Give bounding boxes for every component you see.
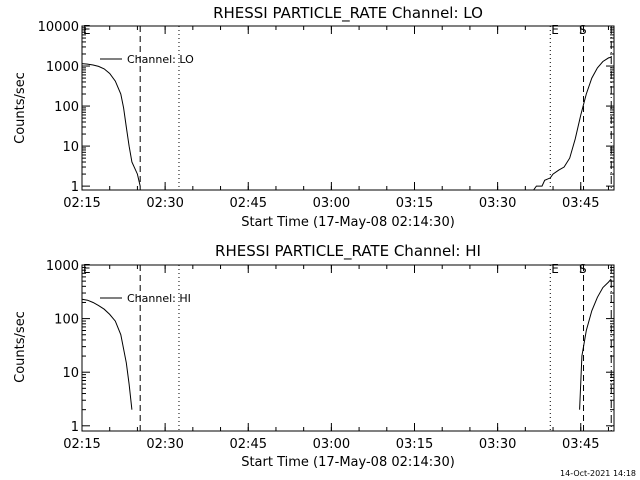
hi-legend-label: Channel: HI [127, 292, 191, 305]
lo-xtick-label: 02:15 [63, 196, 100, 211]
hi-ytick-label: 1 [71, 420, 79, 435]
hi-xtick-label: 03:30 [479, 437, 516, 452]
lo-xtick-label: 03:45 [562, 196, 599, 211]
hi-channel-panel: RHESSI PARTICLE_RATE Channel: HI Counts/… [13, 242, 615, 470]
hi-xtick-label: 03:15 [396, 437, 433, 452]
lo-xtick-label: 02:45 [230, 196, 267, 211]
lo-legend-label: Channel: LO [127, 53, 194, 66]
hi-y-axis-label: Counts/sec [13, 311, 28, 383]
hi-xtick-label: 03:00 [313, 437, 350, 452]
lo-event-marker: S [579, 23, 587, 37]
lo-xtick-label: 03:30 [479, 196, 516, 211]
lo-event-marker: E [83, 23, 91, 37]
lo-plot-frame [81, 25, 615, 191]
lo-y-axis-label: Counts/sec [13, 72, 28, 144]
lo-ytick-label: 100 [54, 100, 79, 115]
hi-xtick-label: 02:45 [230, 437, 267, 452]
lo-ytick-label: 10000 [38, 20, 79, 35]
lo-chart-title: RHESSI PARTICLE_RATE Channel: LO [213, 4, 483, 23]
hi-xtick-label: 03:45 [562, 437, 599, 452]
hi-ytick-label: 1000 [46, 259, 79, 274]
hi-x-axis-label: Start Time (17-May-08 02:14:30) [241, 455, 455, 470]
hi-chart-title: RHESSI PARTICLE_RATE Channel: HI [215, 242, 481, 261]
lo-ytick-label: 1 [71, 180, 79, 195]
lo-ytick-label: 10 [62, 140, 79, 155]
lo-rate-curve-segment-1 [533, 56, 612, 191]
lo-event-marker: E [551, 23, 559, 37]
lo-xtick-label: 03:15 [396, 196, 433, 211]
generation-timestamp: 14-Oct-2021 14:18 [560, 469, 636, 478]
lo-xtick-label: 02:30 [146, 196, 183, 211]
lo-x-axis-label: Start Time (17-May-08 02:14:30) [241, 215, 455, 230]
hi-ytick-label: 100 [54, 313, 79, 328]
lo-rate-curve-segment-0 [81, 63, 141, 187]
hi-plot-frame [81, 264, 615, 432]
hi-xtick-label: 02:15 [63, 437, 100, 452]
lo-xtick-label: 03:00 [313, 196, 350, 211]
lo-ytick-label: 1000 [46, 60, 79, 75]
lo-channel-panel: RHESSI PARTICLE_RATE Channel: LO Counts/… [13, 4, 615, 230]
hi-rate-curve-segment-1 [579, 278, 612, 410]
hi-event-marker: E [83, 262, 91, 276]
hi-event-marker: S [579, 262, 587, 276]
hi-xtick-label: 02:30 [146, 437, 183, 452]
hi-rate-curve-segment-0 [81, 298, 133, 410]
hi-event-marker: E [551, 262, 559, 276]
hi-ytick-label: 10 [62, 366, 79, 381]
